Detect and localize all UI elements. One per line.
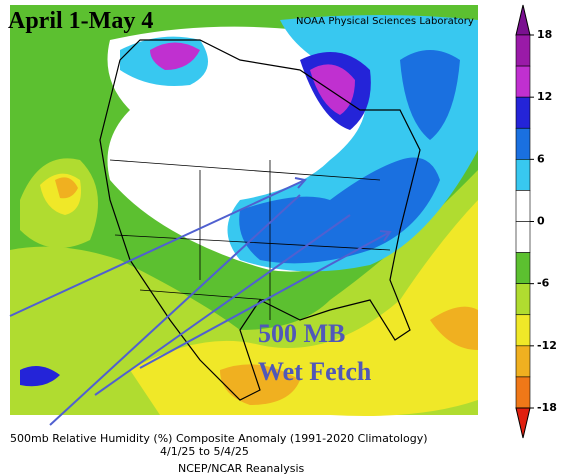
colorbar-segment <box>515 314 531 347</box>
colorbar-tick-label: 0 <box>537 215 545 228</box>
dry-area <box>220 364 300 405</box>
colorbar-segment <box>515 252 531 284</box>
annotation: 500 MB <box>258 319 345 348</box>
colorbar-segment <box>515 34 531 67</box>
colorbar-segment <box>515 65 531 98</box>
colorbar-segment <box>515 345 531 378</box>
colorbar-segment <box>515 159 531 191</box>
colorbar-segment <box>515 283 531 316</box>
map: April 1-May 4 NOAA Physical Sciences Lab… <box>8 5 478 426</box>
wet-area <box>20 366 60 387</box>
borders <box>109 159 391 320</box>
colorbar-tick-label: -12 <box>537 339 557 352</box>
colorbar-segment <box>515 96 531 129</box>
colorbar-segment <box>515 376 531 409</box>
caption: NCEP/NCAR Reanalysis <box>178 462 304 475</box>
colorbar-tick-label: 6 <box>537 152 545 165</box>
colorbar: 18 12 6 0 -6 -12 -18 <box>515 4 557 439</box>
coastline <box>99 39 421 401</box>
colorbar-tick-label: 18 <box>537 28 552 41</box>
colorbar-tick-label: -18 <box>537 401 557 414</box>
wet-area <box>310 64 355 115</box>
wet-area <box>150 42 200 70</box>
colorbar-arrow <box>515 4 531 36</box>
colorbar-segment <box>515 221 531 253</box>
dry-area <box>130 200 478 416</box>
colorbar-arrow <box>515 407 531 439</box>
credit: NOAA Physical Sciences Laboratory <box>296 16 474 27</box>
dry-area <box>430 306 478 350</box>
wet-area <box>239 157 440 264</box>
wet-area <box>400 50 460 140</box>
caption: 500mb Relative Humidity (%) Composite An… <box>10 432 428 445</box>
map-title: April 1-May 4 <box>8 8 153 34</box>
colorbar-segment <box>515 127 531 160</box>
dry-area <box>55 177 78 199</box>
colorbar-tick-label: 12 <box>537 90 552 103</box>
fetch-arrows <box>9 177 392 426</box>
colorbar-tick-label: -6 <box>537 277 550 290</box>
annotation: Wet Fetch <box>258 357 372 386</box>
caption: 4/1/25 to 5/4/25 <box>160 445 249 458</box>
colorbar-segment <box>515 190 531 222</box>
